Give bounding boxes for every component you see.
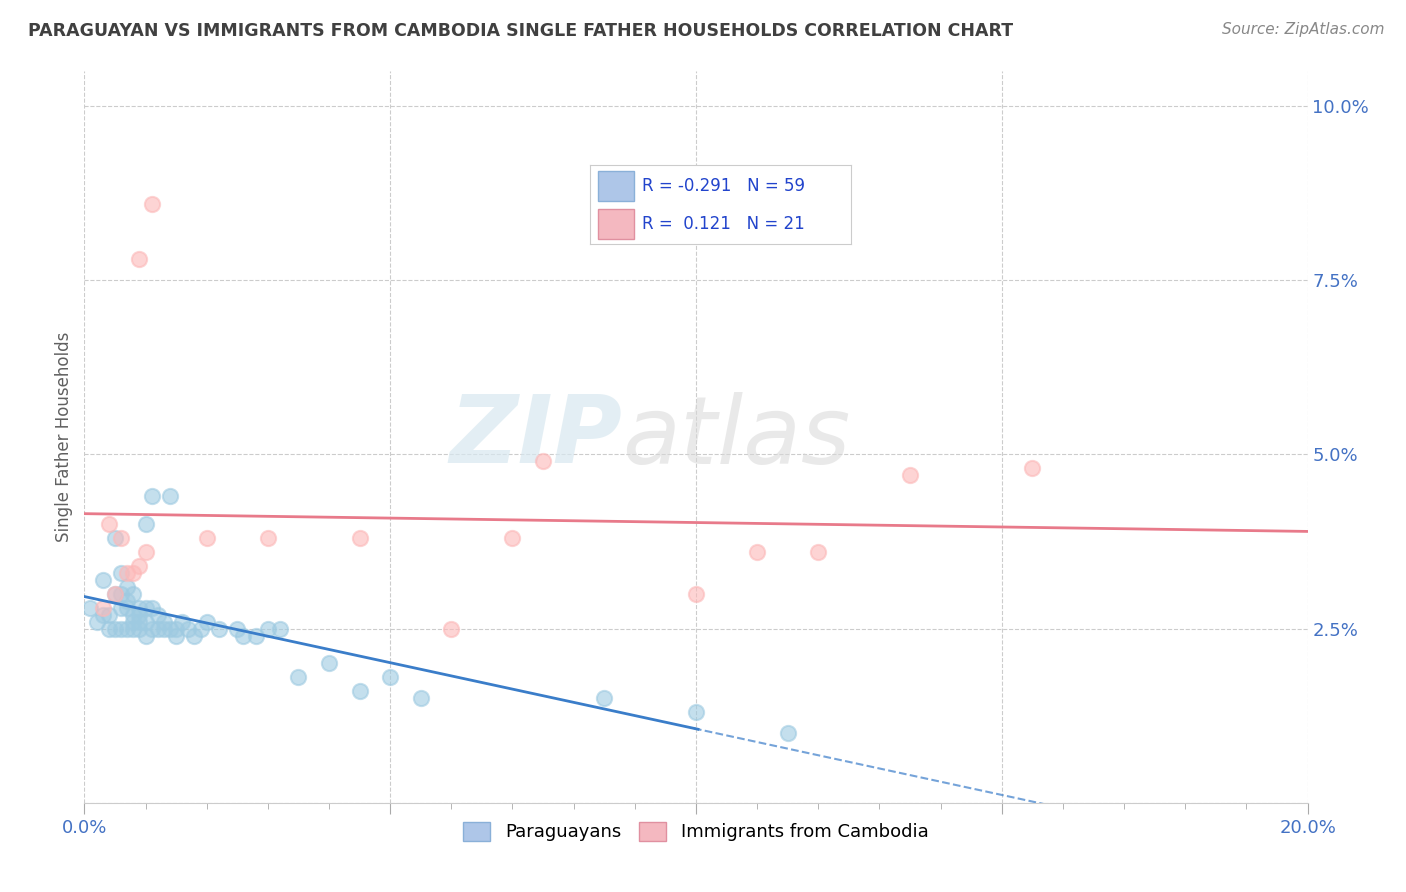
Point xyxy=(747,545,769,559)
Point xyxy=(122,607,145,622)
Point xyxy=(115,600,138,615)
Point xyxy=(110,587,132,601)
Point xyxy=(807,545,830,559)
Point xyxy=(159,622,181,636)
Point xyxy=(172,615,194,629)
Point xyxy=(257,531,280,545)
Point xyxy=(97,607,120,622)
Point xyxy=(128,558,150,573)
Text: ZIP: ZIP xyxy=(450,391,623,483)
Point xyxy=(269,622,291,636)
Point xyxy=(128,615,150,629)
Point xyxy=(190,622,212,636)
Bar xyxy=(598,209,634,239)
Point xyxy=(104,531,127,545)
Point xyxy=(226,622,249,636)
Legend: Paraguayans, Immigrants from Cambodia: Paraguayans, Immigrants from Cambodia xyxy=(456,814,936,848)
Point xyxy=(146,607,169,622)
Point xyxy=(115,580,138,594)
Point xyxy=(165,622,187,636)
Point xyxy=(146,622,169,636)
Point xyxy=(115,566,138,580)
Point xyxy=(287,670,309,684)
Point xyxy=(153,622,176,636)
Point xyxy=(245,629,267,643)
Point xyxy=(110,566,132,580)
Text: atlas: atlas xyxy=(623,392,851,483)
Point xyxy=(141,489,163,503)
Point xyxy=(135,545,157,559)
Point xyxy=(349,684,371,698)
Point xyxy=(104,587,127,601)
Point xyxy=(122,587,145,601)
Point xyxy=(159,489,181,503)
Point xyxy=(898,468,921,483)
Point xyxy=(115,594,138,608)
Bar xyxy=(598,171,634,201)
Point xyxy=(141,622,163,636)
Point xyxy=(183,629,205,643)
Point xyxy=(135,615,157,629)
Point xyxy=(104,622,127,636)
Point xyxy=(141,196,163,211)
Point xyxy=(208,622,231,636)
Point xyxy=(91,607,114,622)
Point xyxy=(685,705,707,719)
Point xyxy=(86,615,108,629)
Point xyxy=(153,615,176,629)
Point xyxy=(122,622,145,636)
Point xyxy=(128,252,150,267)
Point xyxy=(440,622,463,636)
Point xyxy=(502,531,524,545)
Point xyxy=(141,600,163,615)
Point xyxy=(318,657,340,671)
Point xyxy=(135,600,157,615)
Text: PARAGUAYAN VS IMMIGRANTS FROM CAMBODIA SINGLE FATHER HOUSEHOLDS CORRELATION CHAR: PARAGUAYAN VS IMMIGRANTS FROM CAMBODIA S… xyxy=(28,22,1014,40)
Point xyxy=(110,600,132,615)
Text: R =  0.121   N = 21: R = 0.121 N = 21 xyxy=(643,215,804,233)
Y-axis label: Single Father Households: Single Father Households xyxy=(55,332,73,542)
Point xyxy=(91,600,114,615)
Point xyxy=(97,517,120,532)
Point xyxy=(135,629,157,643)
Point xyxy=(776,726,799,740)
Point xyxy=(257,622,280,636)
Point xyxy=(349,531,371,545)
Point xyxy=(195,615,218,629)
Point xyxy=(135,517,157,532)
Point xyxy=(122,615,145,629)
Point xyxy=(122,566,145,580)
Point xyxy=(128,600,150,615)
Point xyxy=(128,622,150,636)
Point xyxy=(593,691,616,706)
Point xyxy=(110,622,132,636)
Point xyxy=(531,454,554,468)
Point xyxy=(97,622,120,636)
Point xyxy=(165,629,187,643)
Point xyxy=(91,573,114,587)
Point xyxy=(104,587,127,601)
Text: R = -0.291   N = 59: R = -0.291 N = 59 xyxy=(643,177,806,195)
Point xyxy=(195,531,218,545)
Point xyxy=(79,600,101,615)
Point xyxy=(685,587,707,601)
Point xyxy=(177,622,200,636)
Point xyxy=(409,691,432,706)
Point xyxy=(232,629,254,643)
Text: Source: ZipAtlas.com: Source: ZipAtlas.com xyxy=(1222,22,1385,37)
Point xyxy=(128,607,150,622)
Point xyxy=(110,531,132,545)
Point xyxy=(380,670,402,684)
Point xyxy=(115,622,138,636)
Point xyxy=(1021,461,1043,475)
